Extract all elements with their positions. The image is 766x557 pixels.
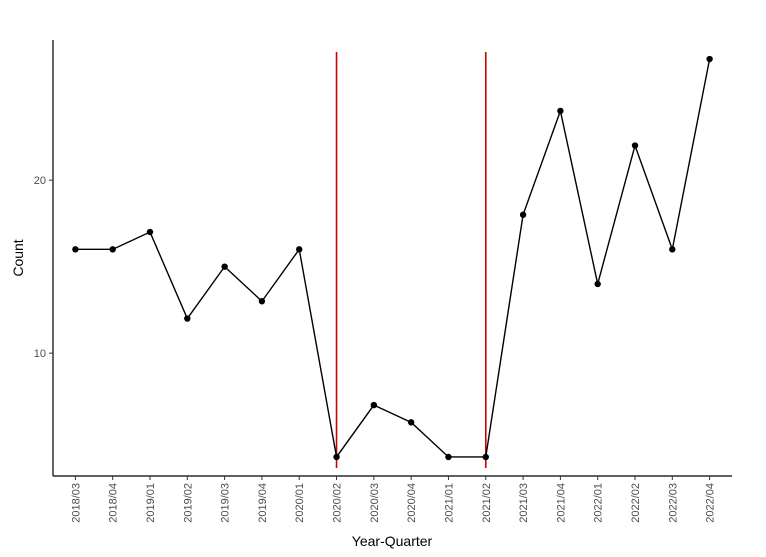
point — [594, 280, 601, 288]
point — [557, 107, 564, 115]
x-tick-label: 2020/04 — [406, 483, 418, 523]
x-tick-label: 2020/01 — [294, 483, 306, 523]
point — [333, 453, 340, 461]
point — [72, 246, 79, 253]
x-tick-label: 2022/02 — [630, 483, 642, 523]
point — [258, 298, 266, 305]
x-tick-label: 2019/03 — [220, 483, 232, 523]
x-tick-label: 2019/02 — [182, 483, 194, 523]
point — [296, 246, 303, 253]
x-tick-label: 2021/02 — [481, 483, 493, 523]
x-tick-label: 2020/03 — [369, 483, 381, 523]
y-tick-label: 10 — [34, 348, 46, 360]
x-tick-label: 2022/01 — [593, 483, 605, 523]
point — [221, 263, 228, 270]
x-tick-label: 2018/03 — [70, 483, 82, 523]
point — [631, 142, 639, 149]
point — [706, 55, 713, 63]
point — [519, 211, 527, 218]
point — [407, 419, 415, 426]
point — [445, 453, 452, 461]
x-axis-title: Year-Quarter — [352, 533, 433, 549]
x-tick-label: 2019/04 — [257, 483, 269, 523]
y-tick-label: 20 — [34, 175, 46, 187]
point — [109, 246, 116, 253]
x-tick-label: 2022/03 — [667, 483, 679, 523]
y-axis-title: Count — [10, 239, 26, 276]
x-tick-label: 2022/04 — [705, 483, 717, 523]
point — [184, 315, 191, 322]
x-tick-label: 2021/03 — [518, 483, 530, 523]
x-tick-label: 2020/02 — [332, 483, 344, 523]
x-tick-label: 2021/04 — [555, 483, 567, 523]
x-tick-label: 2019/01 — [145, 483, 157, 523]
point — [482, 453, 489, 461]
point — [370, 401, 378, 409]
point — [669, 246, 676, 253]
x-tick-label: 2021/01 — [443, 483, 455, 523]
x-tick-label: 2018/04 — [108, 483, 120, 523]
series-line — [75, 58, 711, 459]
point — [146, 228, 154, 236]
